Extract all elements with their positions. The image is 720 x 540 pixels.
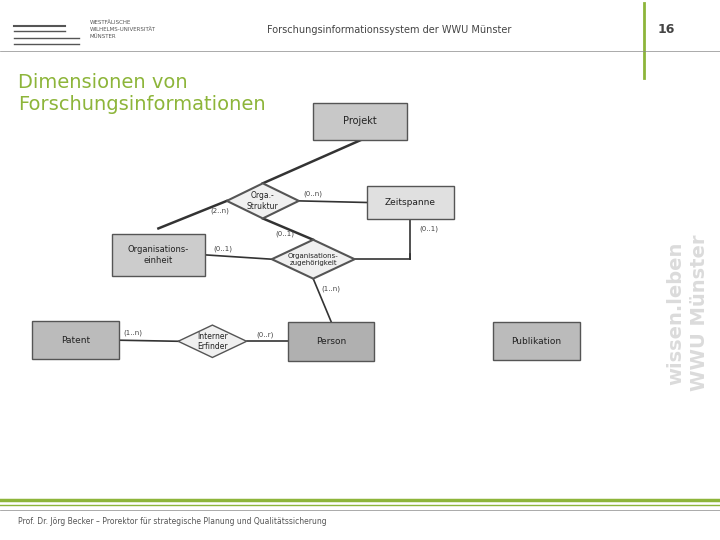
Text: Prof. Dr. Jörg Becker – Prorektor für strategische Planung und Qualitätssicherun: Prof. Dr. Jörg Becker – Prorektor für st…	[18, 517, 327, 525]
Text: (0..1): (0..1)	[214, 245, 233, 252]
Bar	[313, 103, 407, 140]
Polygon shape	[227, 184, 299, 218]
Text: (0..n): (0..n)	[304, 191, 323, 197]
Text: Patent: Patent	[61, 336, 90, 345]
Text: Interner
Erfinder: Interner Erfinder	[197, 332, 228, 351]
Text: (0..1): (0..1)	[419, 225, 438, 232]
Bar	[367, 186, 454, 219]
Text: wissen.leben
WWU Münster: wissen.leben WWU Münster	[666, 235, 709, 392]
Text: (0..r): (0..r)	[256, 331, 274, 338]
Text: Organisations-
einheit: Organisations- einheit	[127, 245, 189, 265]
Polygon shape	[272, 240, 355, 279]
Bar	[288, 322, 374, 361]
Text: Publikation: Publikation	[511, 337, 562, 346]
Text: (0..1): (0..1)	[275, 230, 294, 237]
Text: Projekt: Projekt	[343, 117, 377, 126]
Text: WESTFÄLISCHE
WILHELMS-UNIVERSITÄT
MÜNSTER: WESTFÄLISCHE WILHELMS-UNIVERSITÄT MÜNSTE…	[90, 20, 156, 39]
Bar	[493, 322, 580, 360]
Text: Organisations-
zugehörigkeit: Organisations- zugehörigkeit	[288, 253, 338, 266]
Text: (1..n): (1..n)	[322, 285, 341, 292]
Text: Orga.-
Struktur: Orga.- Struktur	[247, 191, 279, 211]
Bar	[32, 321, 119, 359]
Text: Zeitspanne: Zeitspanne	[385, 198, 436, 207]
Text: Person: Person	[316, 337, 346, 346]
Text: (2..n): (2..n)	[210, 207, 229, 214]
Text: (1..n): (1..n)	[124, 330, 143, 336]
Bar	[112, 234, 205, 276]
Polygon shape	[179, 325, 246, 357]
Text: Dimensionen von
Forschungsinformationen: Dimensionen von Forschungsinformationen	[18, 73, 266, 114]
Text: 16: 16	[657, 23, 675, 36]
Text: Forschungsinformationssystem der WWU Münster: Forschungsinformationssystem der WWU Mün…	[266, 25, 511, 35]
